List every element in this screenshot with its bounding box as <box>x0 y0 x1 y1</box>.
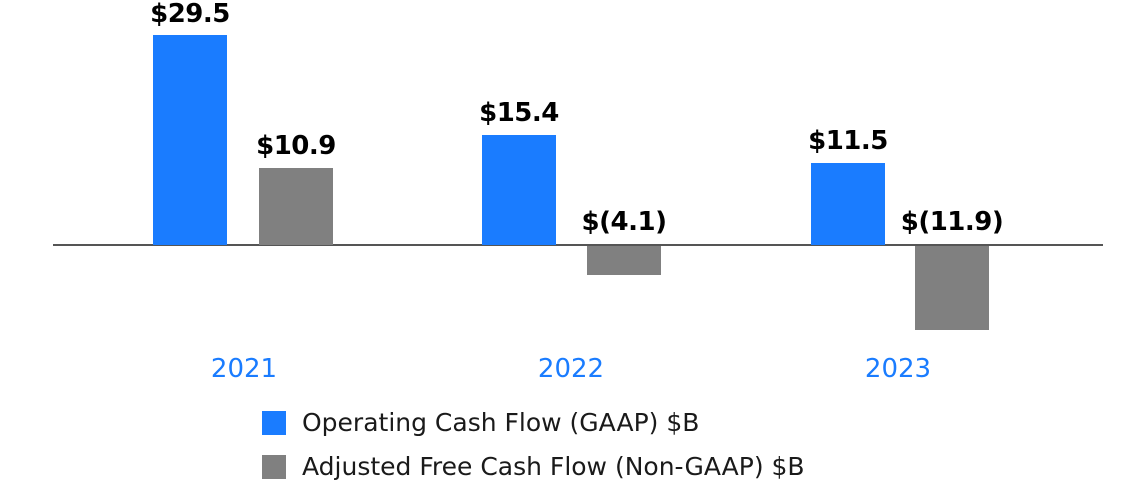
bar-ocf-2021 <box>153 35 227 245</box>
legend-item-ocf: Operating Cash Flow (GAAP) $B <box>262 408 699 437</box>
bar-ocf-2023 <box>811 163 885 245</box>
value-label-ocf-2021: $29.5 <box>150 0 230 29</box>
legend-label-ocf: Operating Cash Flow (GAAP) $B <box>302 408 700 437</box>
x-tick-2021: 2021 <box>210 354 278 384</box>
bar-afcf-2022 <box>587 246 661 275</box>
value-label-ocf-2023: $11.5 <box>808 126 888 156</box>
legend-item-afcf: Adjusted Free Cash Flow (Non-GAAP) $B <box>262 452 805 481</box>
bar-ocf-2022 <box>482 135 556 245</box>
value-label-afcf-2021: $10.9 <box>256 131 336 161</box>
value-label-afcf-2023: $(11.9) <box>900 207 1004 237</box>
legend-swatch-gray-icon <box>262 454 286 479</box>
legend-label-afcf: Adjusted Free Cash Flow (Non-GAAP) $B <box>302 452 805 481</box>
zero-axis-line <box>53 244 1103 246</box>
x-tick-2023: 2023 <box>864 354 932 384</box>
legend-swatch-blue-icon <box>262 410 286 435</box>
x-tick-2022: 2022 <box>537 354 605 384</box>
value-label-afcf-2022: $(4.1) <box>581 207 667 237</box>
bar-afcf-2021 <box>259 168 333 245</box>
value-label-ocf-2022: $15.4 <box>479 98 559 128</box>
bar-afcf-2023 <box>915 246 989 330</box>
